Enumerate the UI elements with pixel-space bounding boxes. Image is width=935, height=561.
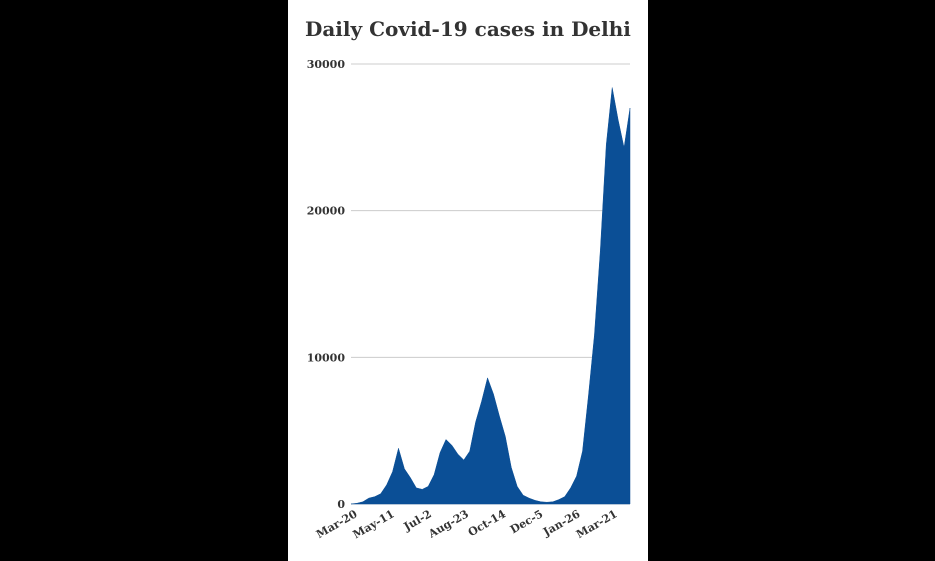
x-tick-label: May-11 — [351, 507, 397, 541]
x-tick-label: Aug-23 — [425, 507, 471, 541]
y-tick-label: 30000 — [307, 58, 346, 71]
y-tick-label: 10000 — [307, 351, 346, 364]
y-tick-label: 0 — [337, 498, 345, 511]
area-series — [350, 87, 631, 505]
y-tick-label: 20000 — [307, 205, 346, 218]
x-tick-label: Oct-14 — [466, 507, 509, 539]
y-axis-ticks: 0 10000 20000 30000 — [307, 58, 346, 511]
x-tick-label: Mar-21 — [574, 507, 619, 541]
series-area — [350, 87, 631, 505]
chart-title: Daily Covid-19 cases in Delhi — [305, 17, 631, 41]
x-tick-label: Dec-5 — [508, 507, 545, 536]
chart-panel: 0 10000 20000 30000 Mar-20 May-11 Jul-2 Aug-23… — [288, 0, 648, 561]
